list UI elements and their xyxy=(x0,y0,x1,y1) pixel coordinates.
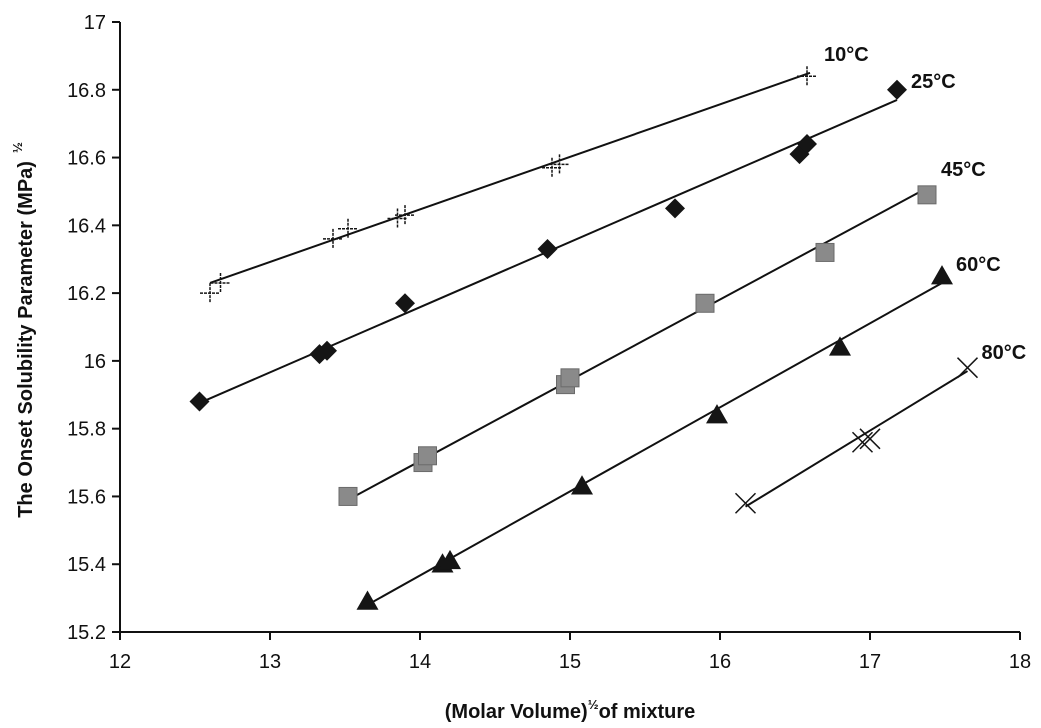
square-point xyxy=(418,446,437,466)
fit-lines xyxy=(194,71,969,606)
plus-point xyxy=(210,272,231,293)
square-point xyxy=(695,293,715,313)
y-tick-label: 15.2 xyxy=(67,622,106,644)
tick-labels: 12 13 14 15 16 17 18 15.2 15.4 15.6 15.8 16 16.2 16.4… xyxy=(67,12,1031,673)
fit-line xyxy=(744,370,969,508)
x-tick-label: 15 xyxy=(559,651,581,673)
series-label: 80°C xyxy=(982,342,1027,364)
triangle-point xyxy=(829,336,851,356)
y-tick-label: 16.6 xyxy=(67,148,106,170)
square-point xyxy=(338,486,358,506)
square-point xyxy=(560,368,580,388)
y-tick-label: 16 xyxy=(84,351,106,373)
diamond-point xyxy=(395,293,415,314)
diamond-point xyxy=(317,340,337,361)
y-tick-label: 16.4 xyxy=(67,215,106,237)
cross-point xyxy=(851,431,874,453)
cross-point xyxy=(859,428,881,450)
square-point xyxy=(917,185,937,205)
y-tick-label: 16.2 xyxy=(67,283,106,305)
fit-line xyxy=(347,187,928,501)
x-tick-label: 14 xyxy=(409,651,431,673)
diamond-point xyxy=(665,198,685,219)
diamond-point xyxy=(189,391,210,412)
square-point xyxy=(815,242,835,262)
x-axis-title: (Molar Volume)½of mixture xyxy=(445,697,696,723)
series-label: 25°C xyxy=(911,71,956,93)
x-tick-label: 17 xyxy=(859,651,881,673)
triangle-point xyxy=(356,590,379,610)
x-tick-label: 18 xyxy=(1009,651,1031,673)
diamond-point xyxy=(887,79,907,100)
diamond-point xyxy=(537,239,558,260)
cross-point-b xyxy=(859,428,881,450)
triangle-point xyxy=(931,265,953,285)
series-label: 10°C xyxy=(824,44,869,66)
cross-point-b xyxy=(956,357,979,379)
series-label: 45°C xyxy=(941,159,986,181)
plus-point xyxy=(338,218,358,239)
fit-line xyxy=(209,71,811,284)
cross-point-b xyxy=(734,492,757,514)
y-tick-label: 15.6 xyxy=(67,486,106,508)
series-label: 60°C xyxy=(956,254,1001,276)
plus-point xyxy=(323,228,343,249)
cross-point xyxy=(956,357,979,379)
triangle-point xyxy=(706,404,728,424)
plus-point xyxy=(797,66,817,87)
data-points xyxy=(189,66,979,610)
y-axis-title: The Onset Solubility Parameter (MPa)½ xyxy=(10,142,37,518)
y-tick-label: 16.8 xyxy=(67,80,106,102)
cross-point xyxy=(734,492,757,514)
plus-point xyxy=(200,283,220,304)
triangle-point xyxy=(571,475,593,495)
y-tick-label: 17 xyxy=(84,12,106,34)
x-tick-label: 13 xyxy=(259,651,281,673)
axes xyxy=(112,21,1021,640)
x-tick-label: 16 xyxy=(709,651,731,673)
y-tick-label: 15.8 xyxy=(67,419,106,441)
diamond-point xyxy=(797,134,817,154)
triangle-point xyxy=(439,549,461,570)
fit-line xyxy=(367,282,943,606)
plus-point xyxy=(387,208,408,229)
plus-point xyxy=(549,154,570,175)
y-tick-label: 15.4 xyxy=(67,554,106,576)
plus-point xyxy=(395,205,415,226)
cross-point-b xyxy=(851,431,874,453)
series-labels: 10°C 25°C 45°C 60°C 80°C xyxy=(824,44,1026,364)
plus-point xyxy=(542,157,562,178)
x-tick-label: 12 xyxy=(109,651,131,673)
